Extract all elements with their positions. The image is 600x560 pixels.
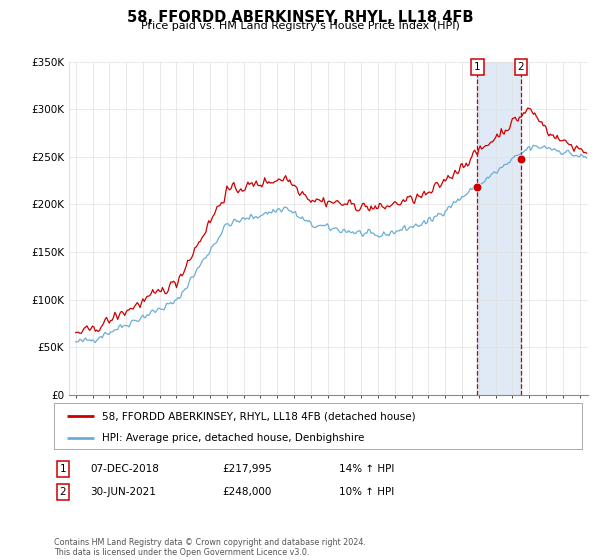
Text: 10% ↑ HPI: 10% ↑ HPI [339,487,394,497]
Text: 1: 1 [59,464,67,474]
Text: £217,995: £217,995 [222,464,272,474]
Text: 30-JUN-2021: 30-JUN-2021 [90,487,156,497]
Point [473,183,482,192]
Text: Contains HM Land Registry data © Crown copyright and database right 2024.
This d: Contains HM Land Registry data © Crown c… [54,538,366,557]
Text: Price paid vs. HM Land Registry's House Price Index (HPI): Price paid vs. HM Land Registry's House … [140,21,460,31]
Text: £248,000: £248,000 [222,487,271,497]
Text: 07-DEC-2018: 07-DEC-2018 [90,464,159,474]
Text: 58, FFORDD ABERKINSEY, RHYL, LL18 4FB (detached house): 58, FFORDD ABERKINSEY, RHYL, LL18 4FB (d… [101,411,415,421]
Text: HPI: Average price, detached house, Denbighshire: HPI: Average price, detached house, Denb… [101,433,364,442]
Text: 2: 2 [518,62,524,72]
Text: 1: 1 [474,62,481,72]
Text: 58, FFORDD ABERKINSEY, RHYL, LL18 4FB: 58, FFORDD ABERKINSEY, RHYL, LL18 4FB [127,10,473,25]
Text: 2: 2 [59,487,67,497]
Point [516,154,526,163]
Bar [478,62,521,395]
Text: 14% ↑ HPI: 14% ↑ HPI [339,464,394,474]
